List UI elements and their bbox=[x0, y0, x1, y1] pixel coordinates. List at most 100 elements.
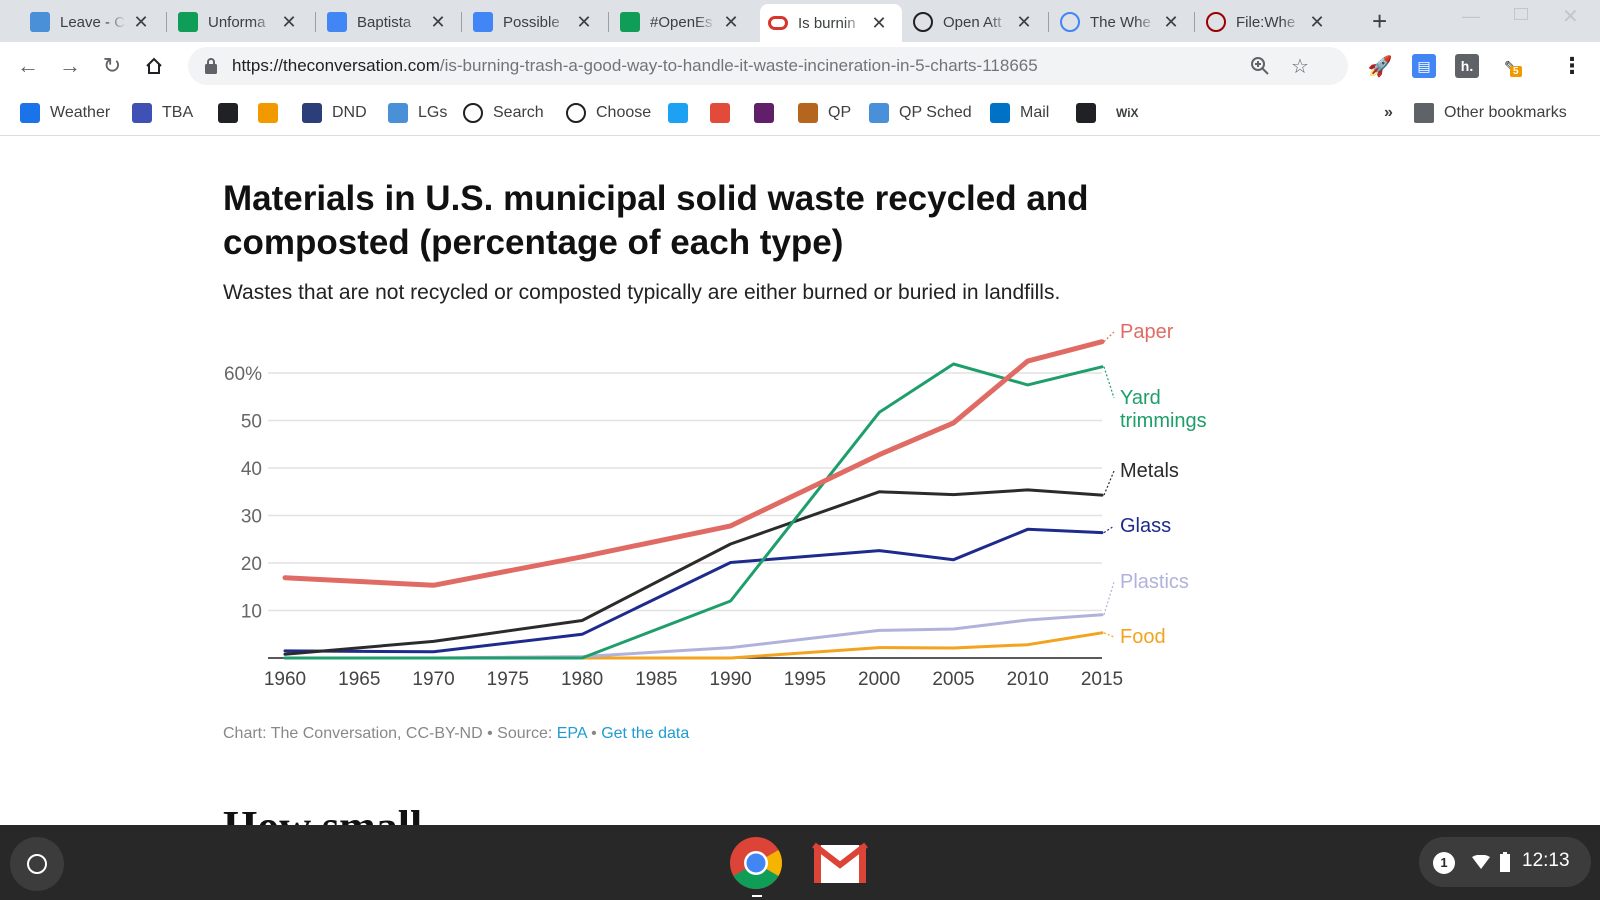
browser-tab[interactable]: Leave - C ✕ bbox=[22, 4, 164, 40]
browser-tab[interactable]: Possible ✕ bbox=[465, 4, 607, 40]
running-indicator bbox=[752, 895, 762, 897]
y-tick-label: 30 bbox=[241, 507, 262, 528]
rocket-extension-icon[interactable]: 🚀 bbox=[1367, 55, 1393, 78]
browser-tab[interactable]: Baptista ✕ bbox=[319, 4, 461, 40]
tab-separator bbox=[461, 12, 462, 32]
window-close-button[interactable]: ✕ bbox=[1562, 6, 1579, 28]
get-data-link[interactable]: Get the data bbox=[601, 725, 690, 742]
bookmark-item[interactable]: Search bbox=[463, 102, 544, 124]
forward-icon[interactable]: → bbox=[59, 53, 81, 78]
tab-close-icon[interactable]: ✕ bbox=[281, 11, 297, 32]
sheets-icon bbox=[620, 12, 640, 32]
bookmark-label: Search bbox=[493, 104, 544, 121]
source-link[interactable]: EPA bbox=[556, 725, 587, 742]
bookmark-item[interactable]: Weather bbox=[20, 102, 110, 124]
globe-icon bbox=[913, 12, 933, 32]
bookmark-item[interactable]: QP bbox=[798, 102, 851, 124]
browser-tab[interactable]: Is burnin ✕ bbox=[760, 4, 902, 42]
amazon-icon bbox=[258, 103, 278, 123]
launcher-button[interactable] bbox=[10, 837, 64, 891]
bookmarks-overflow-button[interactable]: » bbox=[1384, 104, 1393, 121]
dnd-icon bbox=[302, 103, 322, 123]
tab-title: Unforma bbox=[208, 13, 266, 31]
browser-tab[interactable]: Open Att ✕ bbox=[905, 4, 1047, 40]
slack-icon bbox=[754, 103, 774, 123]
address-bar[interactable]: https://theconversation.com/is-burning-t… bbox=[188, 47, 1348, 85]
bookmark-item[interactable] bbox=[258, 102, 288, 124]
series-line-yard-trimmings bbox=[283, 362, 1104, 660]
browser-tab[interactable]: File:Whe ✕ bbox=[1198, 4, 1340, 40]
lock-icon bbox=[205, 58, 217, 74]
url-text: https://theconversation.com/is-burning-t… bbox=[232, 56, 1038, 75]
tab-title: Baptista bbox=[357, 13, 412, 31]
new-tab-button[interactable]: + bbox=[1372, 6, 1388, 36]
maximize-button[interactable] bbox=[1514, 8, 1528, 20]
cc-icon bbox=[463, 103, 483, 123]
other-bookmarks-folder[interactable]: Other bookmarks bbox=[1414, 102, 1567, 124]
person-icon bbox=[869, 103, 889, 123]
tab-separator bbox=[315, 12, 316, 32]
minimize-button[interactable]: — bbox=[1462, 6, 1480, 26]
tab-close-icon[interactable]: ✕ bbox=[576, 11, 592, 32]
chrome-menu-icon[interactable]: ⋮ bbox=[1561, 53, 1583, 78]
launcher-icon bbox=[27, 854, 47, 874]
m-icon bbox=[1076, 103, 1096, 123]
bookmark-label: QP Sched bbox=[899, 104, 972, 121]
x-tick-label: 1980 bbox=[561, 669, 603, 690]
tab-close-icon[interactable]: ✕ bbox=[1309, 11, 1325, 32]
zoom-icon[interactable] bbox=[1248, 54, 1272, 78]
bookmark-label: TBA bbox=[162, 104, 194, 121]
extension-with-badge-icon[interactable]: ✎5 bbox=[1498, 54, 1522, 78]
browser-toolbar: ← → ↻ https://theconversation.com/is-bur… bbox=[0, 42, 1600, 90]
reader-extension-icon[interactable]: ▤ bbox=[1412, 54, 1436, 78]
other-bookmarks-label: Other bookmarks bbox=[1444, 104, 1567, 121]
gmail-app-icon[interactable] bbox=[812, 835, 868, 891]
bookmark-item[interactable] bbox=[218, 102, 248, 124]
series-leader-line bbox=[1103, 525, 1115, 534]
wifi-icon bbox=[1472, 855, 1490, 869]
docs-icon bbox=[473, 12, 493, 32]
bookmark-item[interactable] bbox=[668, 102, 698, 124]
bookmark-item[interactable]: TBA bbox=[132, 102, 193, 124]
tab-close-icon[interactable]: ✕ bbox=[1163, 11, 1179, 32]
bookmark-item[interactable]: QP Sched bbox=[869, 102, 972, 124]
battery-icon bbox=[1500, 852, 1510, 872]
reload-icon[interactable]: ↻ bbox=[102, 53, 122, 78]
wikimedia-icon bbox=[1206, 12, 1226, 32]
browser-tab[interactable]: #OpenEs ✕ bbox=[612, 4, 754, 40]
tab-strip: Leave - C ✕ Unforma ✕ Baptista ✕ Possible ✕ #Ope… bbox=[0, 0, 1600, 42]
x-tick-label: 2015 bbox=[1081, 669, 1123, 690]
chrome-app-icon[interactable] bbox=[728, 835, 784, 897]
x-tick-label: 1985 bbox=[635, 669, 677, 690]
tab-close-icon[interactable]: ✕ bbox=[723, 11, 739, 32]
status-tray[interactable]: 1 12:13 bbox=[1419, 837, 1591, 887]
bookmark-item[interactable]: Mail bbox=[990, 102, 1049, 124]
tab-close-icon[interactable]: ✕ bbox=[871, 12, 887, 33]
bookmark-label: Mail bbox=[1020, 104, 1050, 121]
browser-tab[interactable]: The Whe ✕ bbox=[1052, 4, 1194, 40]
bookmark-item[interactable]: WiX bbox=[1116, 102, 1139, 124]
cloud-icon bbox=[388, 103, 408, 123]
bookmark-item[interactable] bbox=[1076, 102, 1106, 124]
y-tick-label: 40 bbox=[241, 459, 262, 480]
bookmark-item[interactable]: Choose bbox=[566, 102, 651, 124]
series-leader-line bbox=[1103, 632, 1115, 638]
os-shelf: 1 12:13 bbox=[0, 825, 1600, 900]
tab-close-icon[interactable]: ✕ bbox=[1016, 11, 1032, 32]
back-icon[interactable]: ← bbox=[17, 53, 39, 78]
bookmark-item[interactable] bbox=[710, 102, 740, 124]
bookmark-item[interactable] bbox=[754, 102, 784, 124]
tab-close-icon[interactable]: ✕ bbox=[133, 11, 149, 32]
tab-close-icon[interactable]: ✕ bbox=[430, 11, 446, 32]
bookmark-item[interactable]: LGs bbox=[388, 102, 447, 124]
hypothesis-extension-icon[interactable]: h. bbox=[1455, 54, 1479, 78]
x-tick-label: 2010 bbox=[1007, 669, 1049, 690]
series-leader-line bbox=[1103, 366, 1115, 399]
tab-title: Possible bbox=[503, 13, 560, 31]
bookmark-star-icon[interactable]: ☆ bbox=[1291, 55, 1309, 78]
series-label: Plastics bbox=[1120, 571, 1189, 593]
browser-tab[interactable]: Unforma ✕ bbox=[170, 4, 312, 40]
bookmark-item[interactable]: DND bbox=[302, 102, 367, 124]
home-icon[interactable] bbox=[140, 52, 168, 80]
page-content: 10 20 30 40 50 60% 1960 1965 1970 1975 1980 1985 199… bbox=[0, 137, 1600, 825]
